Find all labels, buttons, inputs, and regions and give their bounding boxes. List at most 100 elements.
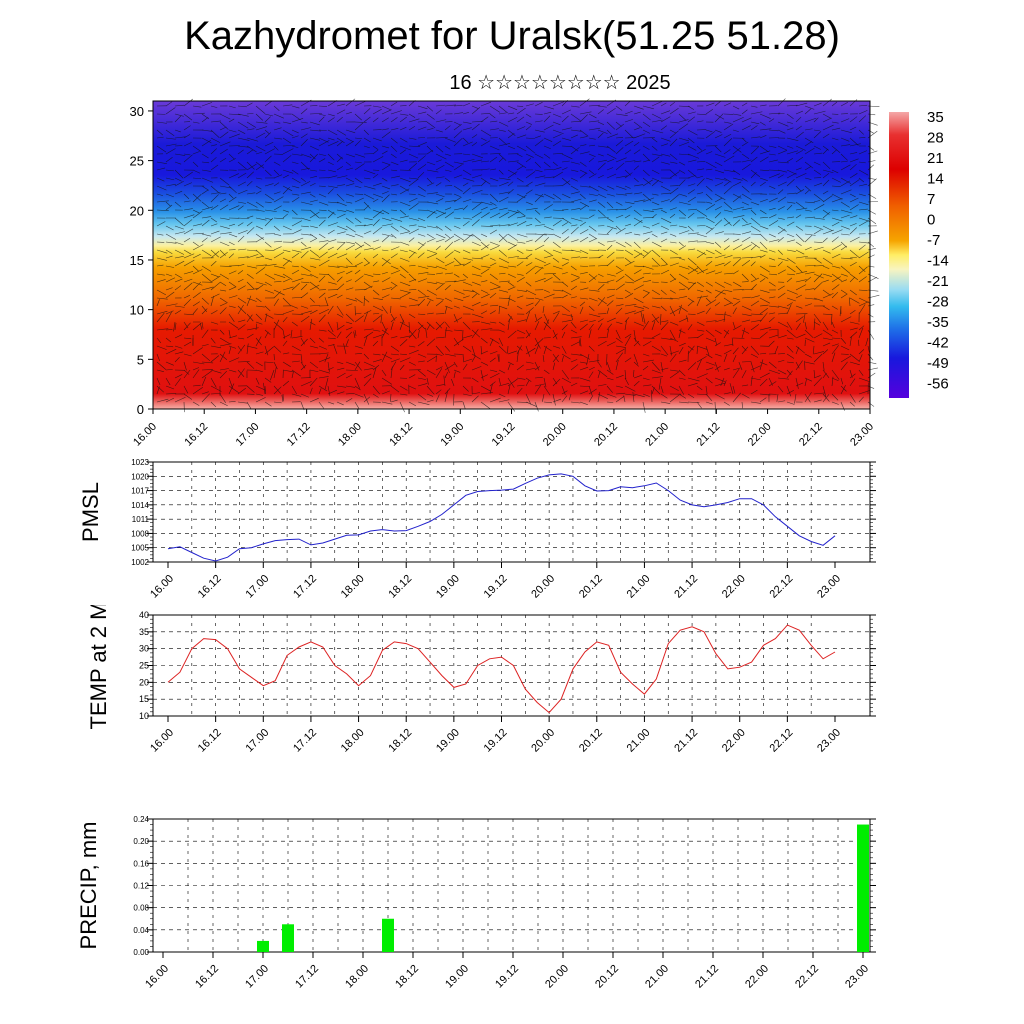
x-tick-label: 16.00	[143, 963, 171, 991]
x-tick-label: 19.00	[443, 963, 471, 991]
y-tick-label: 1002	[131, 558, 149, 567]
x-tick-label: 16.12	[196, 573, 224, 601]
colorbar-label: -56	[927, 376, 949, 393]
y-tick-label: 0.08	[133, 904, 149, 913]
x-tick-label: 20.12	[577, 727, 605, 755]
y-tick-label: 35	[139, 627, 149, 637]
x-tick-label: 23.00	[843, 963, 871, 991]
x-tick-label: 23.00	[848, 421, 876, 449]
colorbar-label: -21	[927, 273, 949, 290]
bar	[257, 940, 269, 952]
x-tick-label: 20.12	[577, 573, 605, 601]
y-tick-label: 15	[139, 694, 149, 704]
colorbar-label: -42	[927, 335, 949, 352]
x-tick-label: 19.00	[438, 421, 466, 449]
x-tick-label: 17.00	[243, 727, 271, 755]
x-tick-label: 19.12	[482, 573, 510, 601]
x-tick-label: 21.12	[672, 573, 700, 601]
y-tick-label: 30	[130, 104, 144, 119]
colorbar-label: 28	[927, 130, 944, 147]
x-tick-label: 20.00	[543, 963, 571, 991]
plot-frame	[152, 461, 871, 563]
bar	[382, 918, 394, 952]
page-title: Kazhydromet for Uralsk(51.25 51.28)	[184, 14, 840, 58]
y-tick-label: 15	[130, 253, 144, 268]
x-tick-label: 16.12	[182, 421, 210, 449]
x-tick-label: 16.12	[193, 963, 221, 991]
x-tick-label: 21.12	[693, 963, 721, 991]
x-tick-label: 20.00	[529, 727, 557, 755]
y-axis-title: PMSL	[78, 482, 103, 542]
y-tick-label: 25	[130, 154, 144, 169]
y-tick-label: 1008	[131, 529, 149, 538]
series-line	[167, 473, 836, 562]
x-tick-label: 21.12	[672, 727, 700, 755]
y-tick-label: 0.12	[133, 882, 149, 891]
colorbar-label: 0	[927, 212, 935, 229]
x-tick-label: 18.12	[393, 963, 421, 991]
x-tick-label: 21.00	[625, 727, 653, 755]
x-tick-label: 22.12	[797, 421, 825, 449]
series-line	[167, 624, 836, 714]
x-tick-label: 17.12	[291, 573, 319, 601]
x-tick-label: 17.00	[243, 963, 271, 991]
x-tick-label: 18.12	[386, 727, 414, 755]
colorbar-label: 21	[927, 150, 944, 167]
x-tick-label: 22.12	[768, 573, 796, 601]
y-tick-label: 40	[139, 610, 149, 620]
y-tick-label: 30	[139, 644, 149, 654]
y-tick-label: 0	[137, 402, 144, 417]
y-tick-label: 5	[137, 352, 144, 367]
pmsl-chart: 1002 1005 1008 1011 1014 1017 1020 1023 16.00 16.…	[78, 458, 876, 601]
x-tick-label: 18.00	[336, 421, 364, 449]
y-tick-label: 1017	[131, 487, 149, 496]
x-tick-label: 22.00	[743, 963, 771, 991]
x-tick-label: 19.12	[490, 421, 518, 449]
colorbar-label: 14	[927, 171, 944, 188]
bar	[857, 824, 869, 952]
y-tick-label: 25	[139, 661, 149, 671]
x-tick-label: 17.12	[293, 963, 321, 991]
x-tick-label: 22.12	[793, 963, 821, 991]
colorbar	[889, 112, 909, 398]
x-tick-label: 20.12	[592, 421, 620, 449]
y-tick-label: 0.20	[133, 837, 149, 846]
bar	[282, 924, 294, 952]
x-tick-label: 21.12	[695, 421, 723, 449]
x-tick-label: 22.12	[768, 727, 796, 755]
x-tick-label: 17.00	[234, 421, 262, 449]
plot-frame	[152, 614, 871, 717]
colorbar-label: -28	[927, 294, 949, 311]
wind-vectors	[156, 98, 880, 414]
x-tick-label: 17.00	[243, 573, 271, 601]
x-tick-label: 22.00	[746, 421, 774, 449]
x-tick-label: 18.12	[387, 421, 415, 449]
x-tick-label: 23.00	[815, 573, 843, 601]
y-tick-label: 1023	[131, 458, 149, 467]
x-tick-label: 19.12	[482, 727, 510, 755]
x-tick-label: 17.12	[291, 727, 319, 755]
x-tick-label: 18.00	[339, 573, 367, 601]
x-tick-label: 20.00	[529, 573, 557, 601]
x-tick-label: 21.00	[625, 573, 653, 601]
y-tick-label: 1020	[131, 472, 149, 481]
colorbar-label: 7	[927, 191, 935, 208]
x-tick-label: 16.00	[148, 727, 176, 755]
y-axis-title: TEMP at 2 M	[86, 605, 111, 729]
y-tick-label: 0.00	[133, 948, 149, 957]
y-tick-label: 0.24	[133, 815, 149, 824]
precip-chart: 0.00 0.04 0.08 0.12 0.16 0.20 0.24 16.00 16.12 17…	[76, 815, 876, 991]
y-tick-label: 10	[130, 303, 144, 318]
colorbar-label: -49	[927, 355, 949, 372]
heatmap-field	[153, 101, 870, 409]
y-tick-label: 1011	[132, 515, 150, 524]
plot-frame	[152, 818, 871, 953]
colorbar-label: 35	[927, 109, 944, 126]
x-tick-label: 18.00	[339, 727, 367, 755]
x-tick-label: 16.00	[148, 573, 176, 601]
x-tick-label: 16.12	[196, 727, 224, 755]
x-tick-label: 19.00	[434, 727, 462, 755]
y-tick-label: 20	[130, 203, 144, 218]
y-tick-label: 20	[139, 677, 149, 687]
colorbar-label: -14	[927, 253, 949, 270]
